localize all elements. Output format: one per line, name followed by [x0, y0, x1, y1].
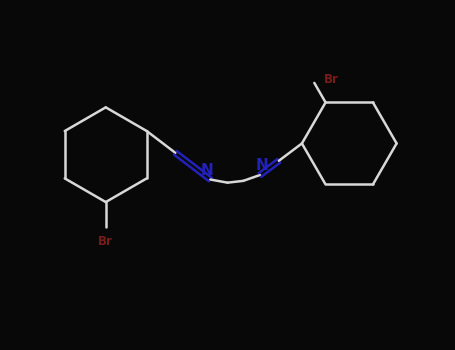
Text: Br: Br: [98, 235, 113, 248]
Text: Br: Br: [324, 73, 339, 86]
Text: N: N: [200, 163, 213, 178]
Text: N: N: [256, 159, 268, 174]
